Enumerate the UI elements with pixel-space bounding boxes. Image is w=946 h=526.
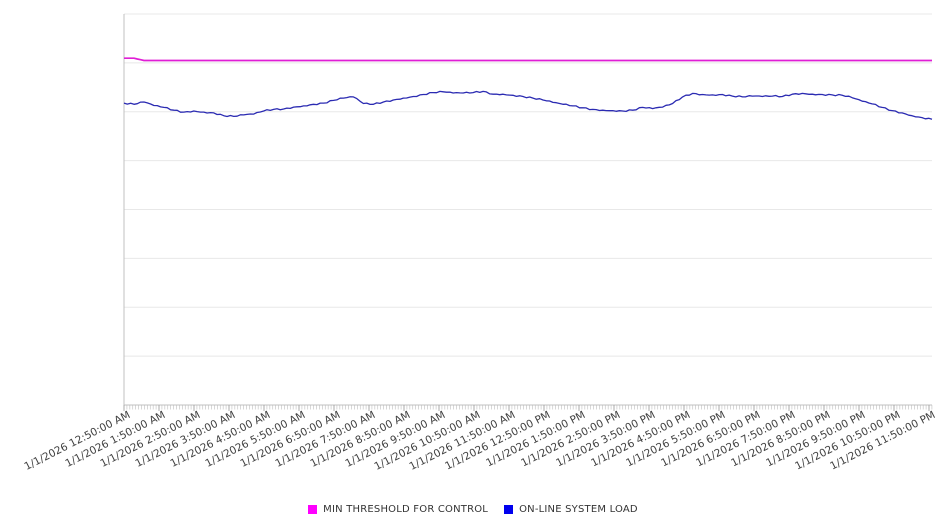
legend-item-min-threshold: MIN THRESHOLD FOR CONTROL — [308, 504, 488, 515]
axes — [123, 14, 932, 406]
chart-legend: MIN THRESHOLD FOR CONTROL ON-LINE SYSTEM… — [0, 504, 946, 515]
system-load-swatch-icon — [504, 505, 514, 514]
legend-item-system-load: ON-LINE SYSTEM LOAD — [504, 504, 638, 515]
x-minor-ticks — [123, 405, 933, 410]
min-threshold-line — [124, 57, 932, 62]
gridlines — [124, 13, 932, 357]
legend-label-min-threshold: MIN THRESHOLD FOR CONTROL — [323, 504, 489, 515]
system-load-line — [123, 90, 933, 120]
min-threshold-swatch-icon — [308, 505, 318, 514]
legend-label-system-load: ON-LINE SYSTEM LOAD — [519, 504, 638, 515]
x-tick-labels: 1/1/2026 12:50:00 AM1/1/2026 1:50:00 AM1… — [22, 405, 937, 473]
